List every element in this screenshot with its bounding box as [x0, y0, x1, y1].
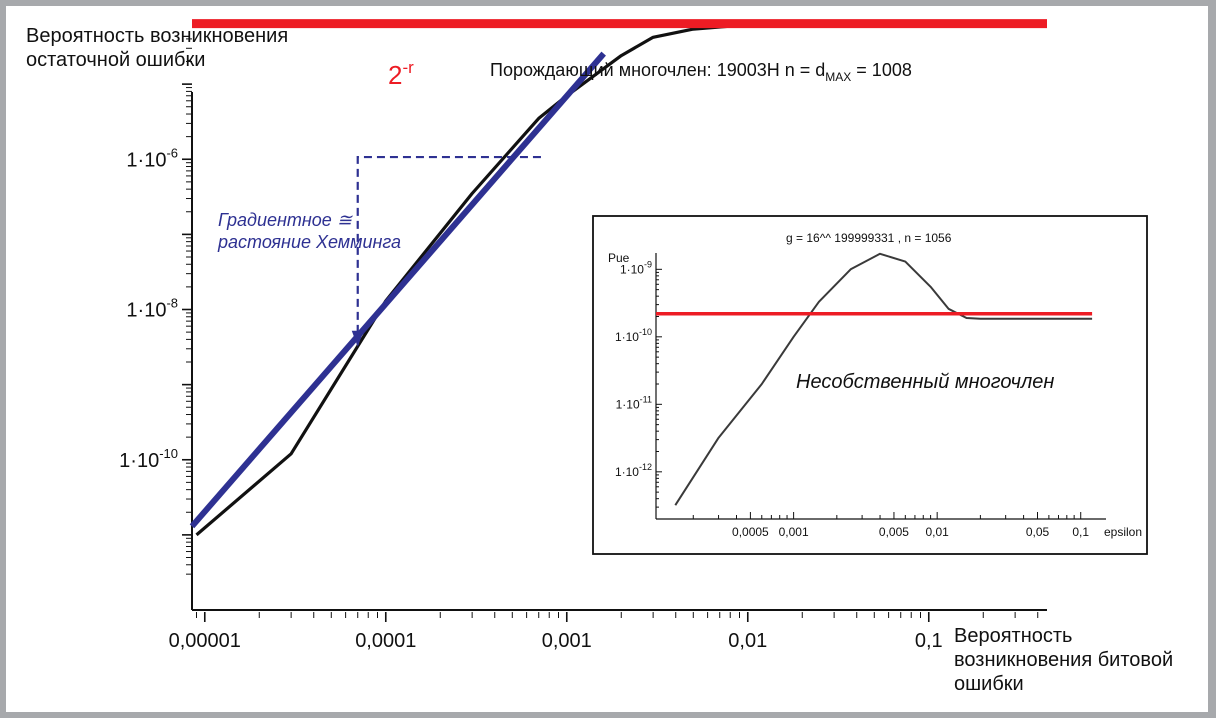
x-tick-label: 0,0001 [355, 630, 416, 652]
chart-figure: Вероятность возникновения остаточной ошиб… [26, 19, 1173, 695]
x-ticks: 0,00001 0,0001 0,001 0,01 0,1 [169, 612, 1039, 652]
inset-y-tick-label: 1·10-12 [615, 462, 652, 479]
hamming-guide-dashed [356, 155, 541, 345]
figure-frame: Вероятность возникновения остаточной ошиб… [6, 6, 1208, 712]
y-axis-label: Вероятность возникновения остаточной ошиб… [26, 25, 288, 71]
inset-x-label: epsilon [1104, 525, 1142, 539]
inset-y-ticks: 1·10-9 1·10-10 1·10-11 1·10-12 [615, 259, 662, 508]
y-tick-label: 1·10-8 [126, 296, 178, 322]
y-tick-label: 1·10-6 [126, 145, 178, 171]
inset-y-label: Pue [608, 251, 630, 265]
polynomial-label: Порождающий многочлен: 19003H n = dMAX =… [490, 60, 912, 84]
inset-x-tick-label: 0,1 [1072, 525, 1089, 539]
x-tick-label: 0,001 [542, 630, 592, 652]
x-tick-label: 0,01 [728, 630, 767, 652]
y-ticks: 1·10-6 1·10-8 1·10-10 [119, 38, 192, 575]
x-tick-label: 0,00001 [169, 630, 241, 652]
guide-arrow [351, 330, 364, 347]
inset-x-tick-label: 0,0005 [732, 525, 769, 539]
hamming-gradient-line [189, 51, 606, 529]
inset-frame [592, 215, 1148, 555]
inset-y-tick-label: 1·10-11 [616, 394, 652, 411]
inset-y-tick-label: 1·10-10 [615, 327, 652, 344]
inset-chart: g = 16^^ 199999331 , n = 1056 Pue epsilon 0… [592, 215, 1148, 555]
y-tick-label: 1·10-10 [119, 446, 178, 472]
inset-x-tick-label: 0,05 [1026, 525, 1050, 539]
inset-x-tick-label: 0,001 [779, 525, 809, 539]
x-tick-label: 0,1 [915, 630, 943, 652]
inset-x-tick-label: 0,01 [925, 525, 949, 539]
hamming-annotation: Градиентное ≅ растояние Хемминга [217, 210, 401, 252]
inset-title: g = 16^^ 199999331 , n = 1056 [786, 231, 952, 245]
inset-pue-curve [674, 252, 1093, 506]
x-axis-label: Вероятность возникновения битовой ошибки [954, 625, 1173, 695]
limit-label: 2-r [388, 58, 414, 90]
inset-y-tick-label: 1·10-9 [620, 259, 652, 276]
main-chart: Вероятность возникновения остаточной ошиб… [26, 19, 1173, 695]
inset-annotation: Несобственный многочлен [796, 371, 1054, 393]
inset-x-tick-label: 0,005 [879, 525, 909, 539]
inset-x-ticks: 0,0005 0,001 0,005 0,01 0,05 0,1 [692, 512, 1089, 539]
